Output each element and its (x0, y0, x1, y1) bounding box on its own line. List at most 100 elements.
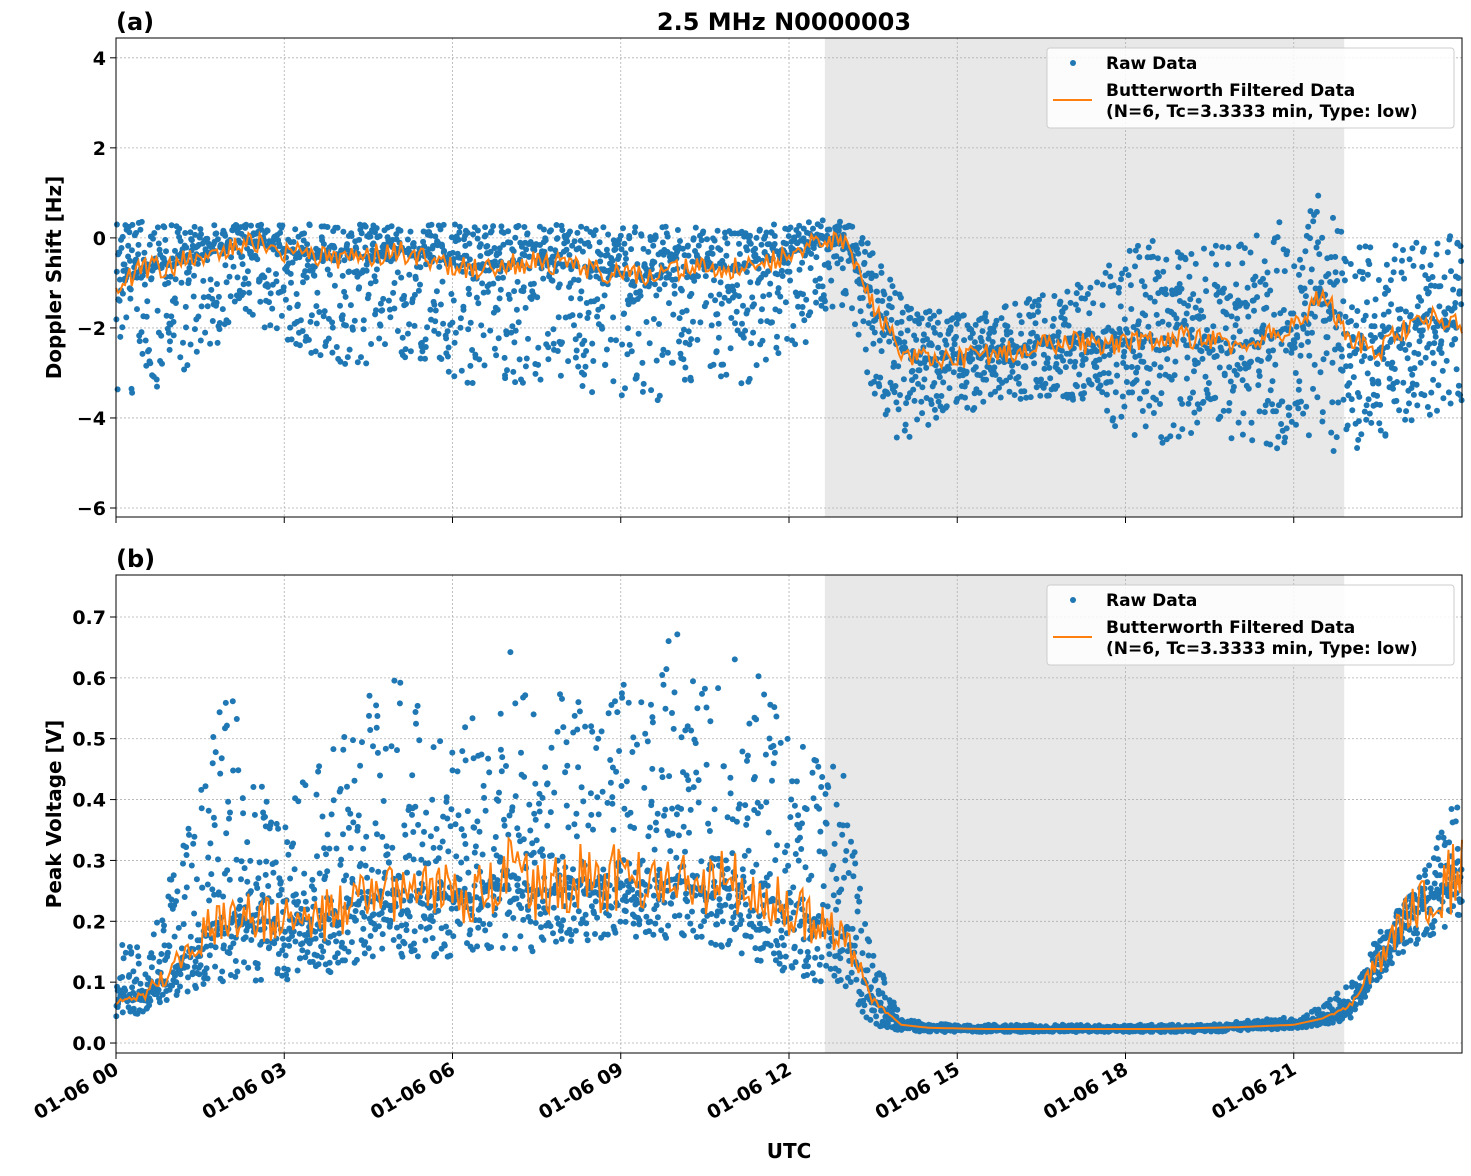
raw-data-point (590, 827, 596, 833)
raw-data-point (523, 305, 529, 311)
raw-data-point (198, 962, 204, 968)
raw-data-point (931, 380, 937, 386)
raw-data-point (374, 831, 380, 837)
raw-data-point (609, 801, 615, 807)
raw-data-point (213, 230, 219, 236)
raw-data-point (1184, 376, 1190, 382)
raw-data-point (691, 235, 697, 241)
raw-data-point (805, 949, 811, 955)
raw-data-point (676, 339, 682, 345)
raw-data-point (819, 774, 825, 780)
raw-data-point (616, 253, 622, 259)
raw-data-point (799, 311, 805, 317)
raw-data-point (368, 933, 374, 939)
raw-data-point (772, 857, 778, 863)
raw-data-point (352, 318, 358, 324)
raw-data-point (1163, 257, 1169, 263)
raw-data-point (156, 241, 162, 247)
raw-data-point (779, 935, 785, 941)
raw-data-point (396, 934, 402, 940)
raw-data-point (543, 237, 549, 243)
raw-data-point (566, 252, 572, 258)
raw-data-point (1320, 409, 1326, 415)
raw-data-point (156, 959, 162, 965)
raw-data-point (654, 358, 660, 364)
raw-data-point (456, 229, 462, 235)
raw-data-point (398, 228, 404, 234)
raw-data-point (1187, 296, 1193, 302)
raw-data-point (935, 320, 941, 326)
raw-data-point (446, 345, 452, 351)
raw-data-point (306, 337, 312, 343)
raw-data-point (622, 385, 628, 391)
raw-data-point (367, 727, 373, 733)
raw-data-point (331, 797, 337, 803)
raw-data-point (507, 649, 513, 655)
raw-data-point (514, 825, 520, 831)
raw-data-point (765, 883, 771, 889)
raw-data-point (178, 971, 184, 977)
raw-data-point (980, 328, 986, 334)
raw-data-point (777, 308, 783, 314)
raw-data-point (438, 356, 444, 362)
raw-data-point (194, 349, 200, 355)
raw-data-point (584, 315, 590, 321)
raw-data-point (417, 264, 423, 270)
raw-data-point (412, 947, 418, 953)
raw-data-point (167, 338, 173, 344)
raw-data-point (531, 811, 537, 817)
raw-data-point (335, 950, 341, 956)
raw-data-point (668, 901, 674, 907)
raw-data-point (1194, 420, 1200, 426)
raw-data-point (425, 860, 431, 866)
raw-data-point (544, 823, 550, 829)
raw-data-point (403, 346, 409, 352)
raw-data-point (224, 723, 230, 729)
raw-data-point (670, 360, 676, 366)
raw-data-point (1174, 315, 1180, 321)
raw-data-point (431, 845, 437, 851)
raw-data-point (980, 399, 986, 405)
raw-data-point (912, 398, 918, 404)
raw-data-point (250, 312, 256, 318)
raw-data-point (231, 264, 237, 270)
raw-data-point (1222, 372, 1228, 378)
raw-data-point (742, 802, 748, 808)
raw-data-point (1389, 360, 1395, 366)
raw-data-point (1427, 412, 1433, 418)
raw-data-point (741, 335, 747, 341)
raw-data-point (940, 379, 946, 385)
raw-data-point (1107, 274, 1113, 280)
raw-data-point (144, 314, 150, 320)
raw-data-point (629, 887, 635, 893)
raw-data-point (710, 251, 716, 257)
raw-data-point (670, 312, 676, 318)
raw-data-point (723, 372, 729, 378)
raw-data-point (1075, 307, 1081, 313)
raw-data-point (466, 286, 472, 292)
raw-data-point (715, 228, 721, 234)
raw-data-point (1434, 252, 1440, 258)
raw-data-point (248, 888, 254, 894)
raw-data-point (1418, 298, 1424, 304)
raw-data-point (1237, 328, 1243, 334)
y-tick-label: 0.1 (72, 972, 106, 994)
raw-data-point (362, 950, 368, 956)
raw-data-point (1374, 393, 1380, 399)
raw-data-point (1305, 224, 1311, 230)
raw-data-point (1223, 325, 1229, 331)
raw-data-point (137, 227, 143, 233)
raw-data-point (1076, 372, 1082, 378)
raw-data-point (541, 227, 547, 233)
raw-data-point (1367, 355, 1373, 361)
raw-data-point (453, 853, 459, 859)
raw-data-point (1353, 323, 1359, 329)
raw-data-point (303, 899, 309, 905)
raw-data-point (1050, 323, 1056, 329)
raw-data-point (1314, 209, 1320, 215)
raw-data-point (1193, 261, 1199, 267)
raw-data-point (623, 256, 629, 262)
raw-data-point (1246, 386, 1252, 392)
raw-data-point (1163, 291, 1169, 297)
raw-data-point (366, 945, 372, 951)
